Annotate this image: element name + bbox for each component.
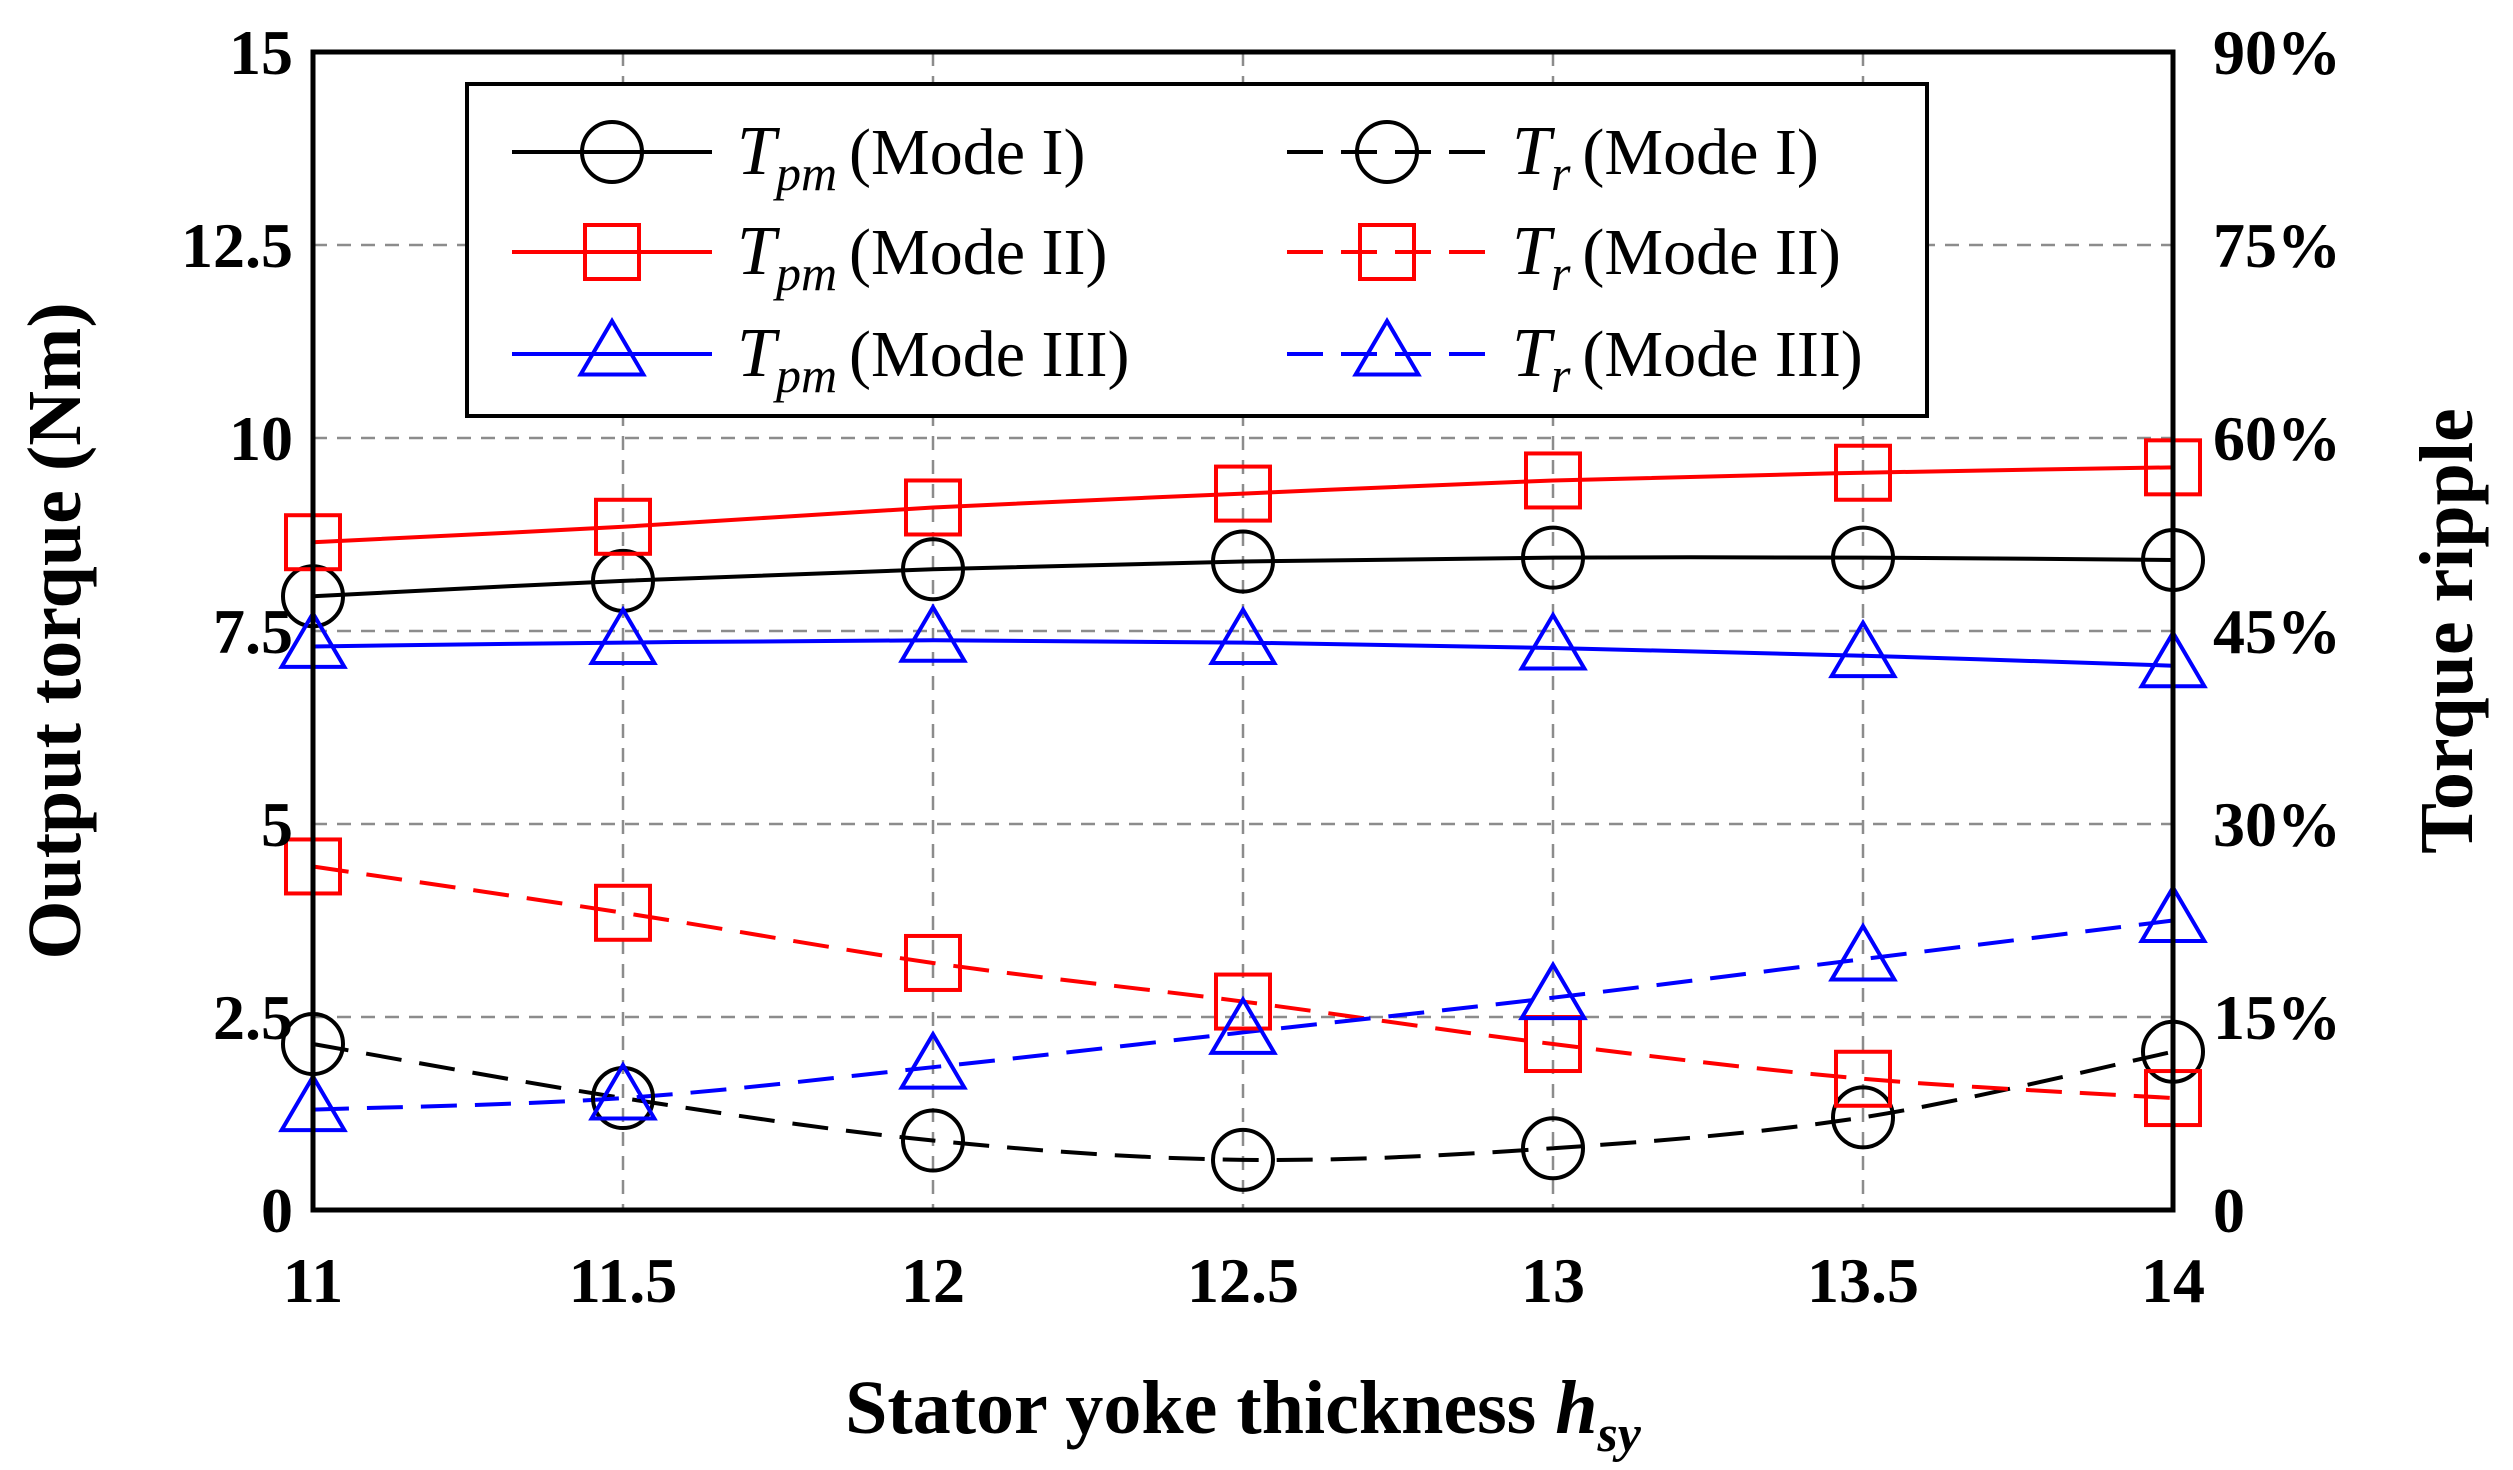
- data-point-tpm1: [1521, 525, 1585, 590]
- x-tick-label: 12.5: [1187, 1245, 1299, 1316]
- legend-label: Tr (Mode III): [1512, 315, 1863, 403]
- data-point-tpm1: [1211, 529, 1275, 594]
- y-left-tick-label: 7.5: [213, 596, 293, 667]
- y-right-tick-label: 90%: [2213, 17, 2341, 88]
- legend-item-tpm3: Tpm (Mode III): [512, 315, 1129, 403]
- data-point-tpm3: [1828, 618, 1898, 679]
- data-point-tpm2: [904, 478, 962, 537]
- legend-label: Tr (Mode I): [1512, 113, 1819, 201]
- series-line-tr3: [312, 918, 2174, 1112]
- series-lines: [312, 465, 2174, 1162]
- legend-marker: [580, 120, 644, 184]
- data-point-tpm1: [901, 537, 965, 602]
- x-tick-label: 13: [1521, 1245, 1585, 1316]
- x-tick-labels: 11 11.5 12 12.5 13 13.5 14: [283, 1245, 2205, 1316]
- data-point-tr3: [1518, 960, 1588, 1021]
- data-point-tpm2: [1834, 443, 1892, 502]
- legend-item-tr2: Tr (Mode II): [1287, 213, 1841, 301]
- series-line-tpm2: [312, 465, 2174, 545]
- data-point-tpm2: [1524, 451, 1582, 510]
- legend-label: Tpm (Mode I): [737, 113, 1085, 201]
- data-point-tr2: [594, 883, 652, 942]
- y-left-tick-label: 10: [229, 403, 293, 474]
- data-point-tpm3: [1208, 605, 1278, 666]
- series-line-tr1: [312, 1042, 2174, 1162]
- legend-item-tpm2: Tpm (Mode II): [512, 213, 1107, 301]
- legend-label: Tpm (Mode II): [737, 213, 1107, 301]
- x-tick-label: 14: [2141, 1245, 2205, 1316]
- series-line-tpm1: [312, 555, 2174, 599]
- legend-item-tr3: Tr (Mode III): [1287, 315, 1863, 403]
- data-point-tpm3: [588, 605, 658, 666]
- legend-label: Tpm (Mode III): [737, 315, 1129, 403]
- series-markers: [278, 438, 2208, 1192]
- y-right-axis-title: Torque ripple: [2405, 408, 2489, 854]
- x-tick-label: 11: [283, 1245, 343, 1316]
- legend-item-tr1: Tr (Mode I): [1287, 113, 1819, 201]
- series-line-tpm3: [312, 638, 2174, 668]
- legend-item-tpm1: Tpm (Mode I): [512, 113, 1085, 201]
- data-point-tr2: [904, 933, 962, 992]
- data-point-tr3: [1828, 922, 1898, 982]
- data-point-tpm2: [1214, 464, 1272, 523]
- y-left-axis-title: Output torque (Nm): [13, 302, 97, 959]
- y-left-tick-labels: 0 2.5 5 7.5 10 12.5 15: [181, 17, 293, 1246]
- data-point-tr1: [1211, 1127, 1275, 1192]
- y-right-tick-label: 45%: [2213, 596, 2341, 667]
- y-left-tick-label: 12.5: [181, 210, 293, 281]
- x-axis-title: Stator yoke thickness hsy: [845, 1366, 1642, 1463]
- y-left-tick-label: 5: [261, 789, 293, 860]
- legend: Tpm (Mode I) Tpm (Mode II) Tpm (Mode III) Tr (M…: [465, 82, 1929, 418]
- data-point-tr1: [1521, 1116, 1585, 1181]
- y-right-tick-label: 0: [2213, 1175, 2245, 1246]
- data-point-tpm1: [1831, 525, 1895, 590]
- data-point-tpm2: [594, 497, 652, 556]
- y-right-tick-labels: 0 15% 30% 45% 60% 75% 90%: [2213, 17, 2341, 1246]
- data-point-tr2: [1834, 1049, 1892, 1108]
- legend-marker: [577, 317, 647, 377]
- data-point-tr2: [1214, 972, 1272, 1031]
- y-right-tick-label: 15%: [2213, 982, 2341, 1053]
- data-point-tpm3: [898, 603, 968, 663]
- y-right-tick-label: 60%: [2213, 403, 2341, 474]
- x-tick-label: 13.5: [1807, 1245, 1919, 1316]
- x-tick-label: 12: [901, 1245, 965, 1316]
- legend-marker: [1358, 223, 1416, 281]
- data-point-tr1: [1831, 1085, 1895, 1150]
- legend-marker: [1355, 120, 1419, 184]
- y-right-tick-label: 75%: [2213, 210, 2341, 281]
- y-right-tick-label: 30%: [2213, 789, 2341, 860]
- data-point-tr3: [588, 1061, 658, 1121]
- y-left-tick-label: 15: [229, 17, 293, 88]
- y-left-tick-label: 2.5: [213, 982, 293, 1053]
- data-point-tr1: [901, 1108, 965, 1173]
- legend-marker: [1352, 317, 1422, 377]
- legend-label: Tr (Mode II): [1512, 213, 1841, 301]
- y-left-tick-label: 0: [261, 1175, 293, 1246]
- data-point-tr3: [898, 1030, 968, 1090]
- data-point-tr3: [1208, 995, 1278, 1055]
- plot-frame: [310, 49, 2176, 1213]
- legend-marker: [583, 223, 641, 281]
- data-point-tpm3: [1518, 611, 1588, 671]
- x-tick-label: 11.5: [569, 1245, 677, 1316]
